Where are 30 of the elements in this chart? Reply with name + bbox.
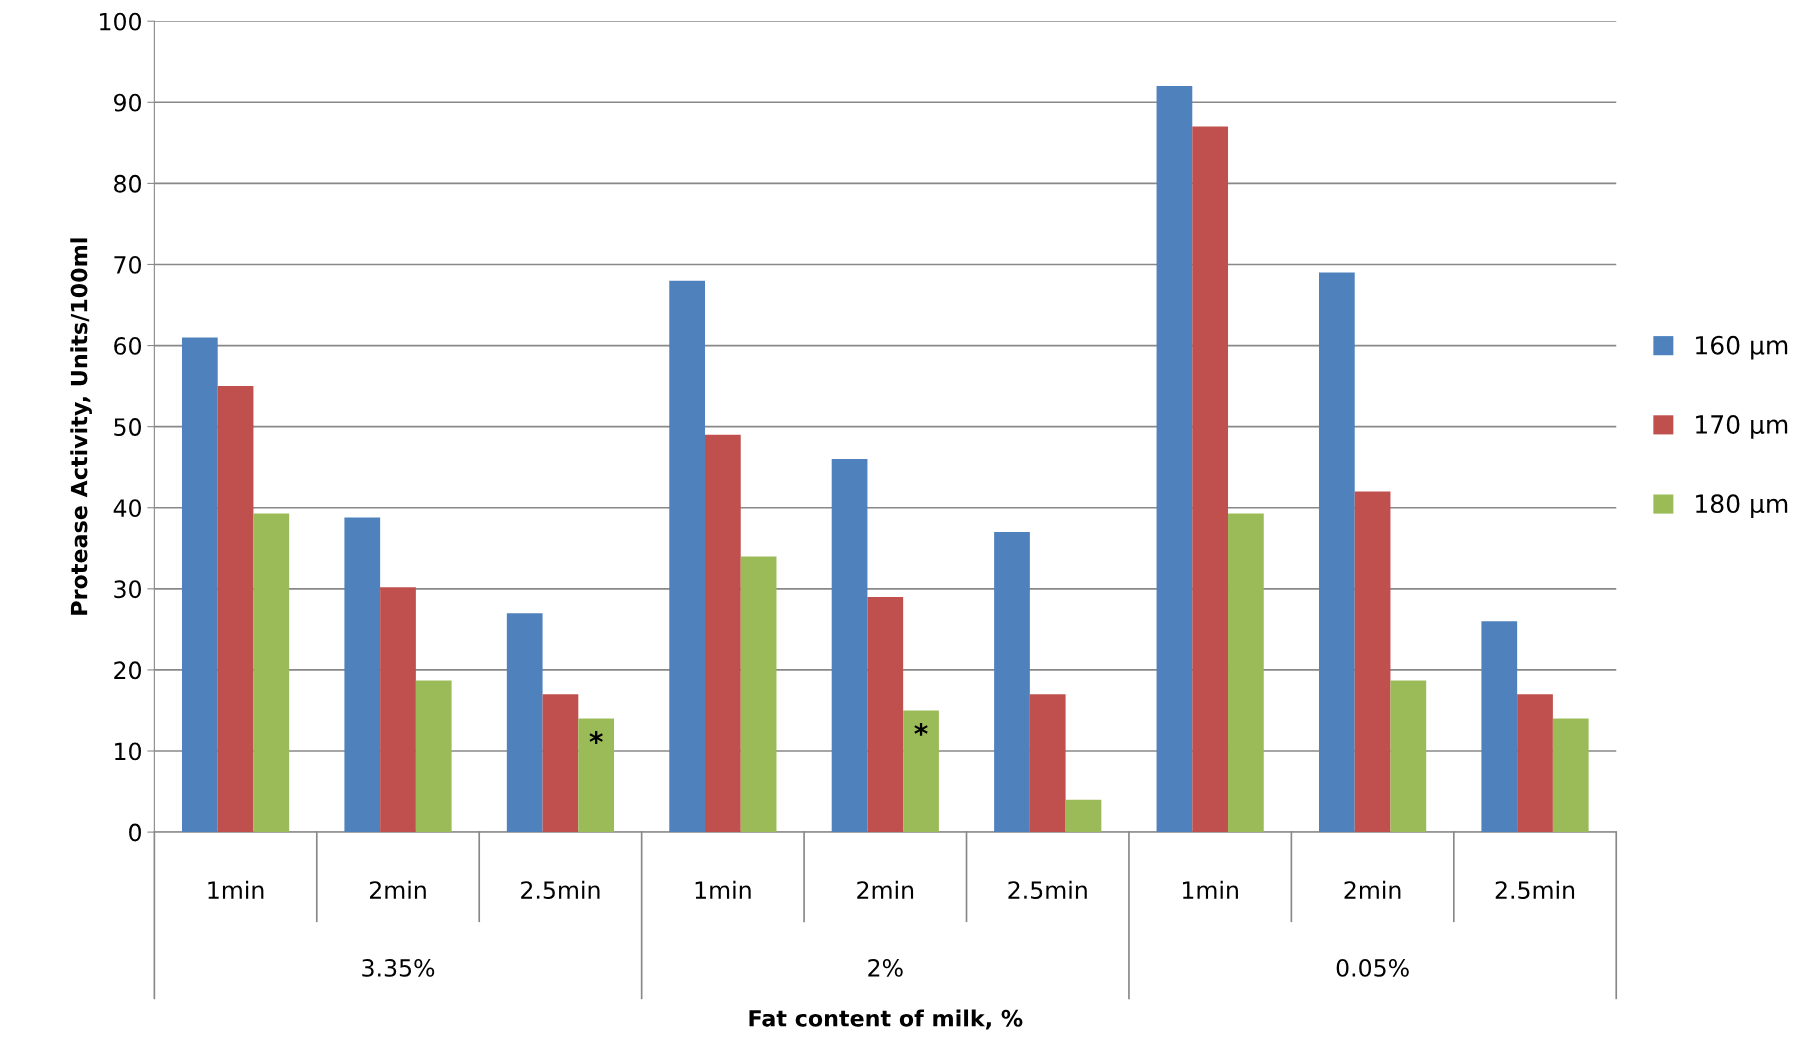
data-label: *	[589, 731, 603, 744]
y-tick-label: 40	[113, 499, 141, 518]
text: 2%	[868, 958, 903, 977]
y-tick-label: 20	[114, 661, 141, 680]
x-tick-label: 1min	[695, 880, 751, 899]
x-tick-label: 1min	[208, 880, 264, 899]
x-tick-label: 1min	[1182, 880, 1238, 899]
data-label: *	[914, 722, 928, 736]
y-tick-label: 0	[129, 823, 141, 842]
y-tick-label: 10	[115, 742, 141, 761]
legend-label: 180 µm	[1696, 494, 1788, 518]
legend-label: 170 µm	[1696, 414, 1788, 439]
y-axis-title: Protease Activity, Units/100ml	[70, 238, 92, 615]
y-tick-label: 60	[114, 337, 141, 355]
x-tick-label: 2min	[857, 880, 914, 899]
x-tick-label: 2.5min	[1495, 880, 1575, 899]
y-tick-label: 70	[114, 255, 141, 274]
x-axis-title: Fat content of milk, %	[749, 1009, 1023, 1030]
x-tick-label: 2.5min	[521, 880, 600, 899]
y-tick-label: 90	[114, 93, 141, 112]
legend-label: 160 µm	[1696, 335, 1788, 360]
y-tick-label: 80	[114, 174, 141, 193]
text: 0.05%	[1336, 958, 1409, 977]
x-tick-label: 2.5min	[1008, 880, 1087, 899]
y-tick-label: 50	[114, 418, 141, 436]
y-tick-label: 30	[114, 580, 141, 599]
text: 3.35%	[362, 958, 435, 977]
x-tick-label: 2min	[1344, 880, 1401, 899]
x-tick-label: 2min	[369, 880, 426, 899]
y-tick-label: 100	[100, 12, 141, 31]
